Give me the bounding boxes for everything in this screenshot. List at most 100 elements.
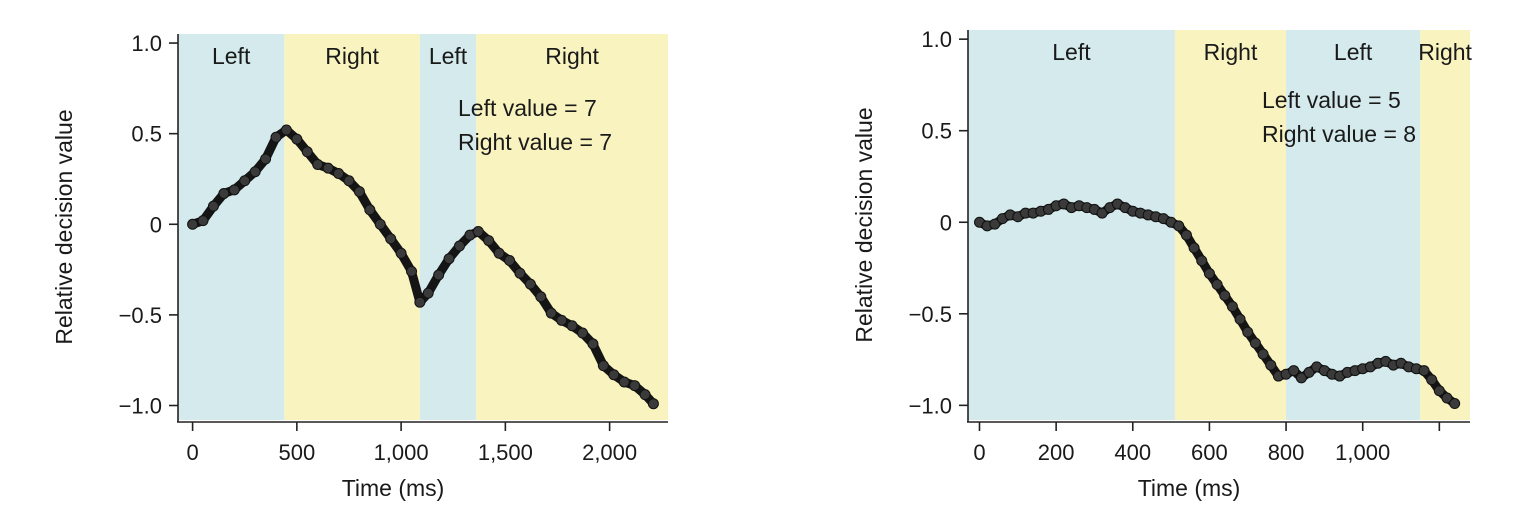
data-point bbox=[587, 338, 599, 350]
x-tick-label: 0 bbox=[186, 440, 198, 465]
data-point bbox=[1449, 398, 1461, 410]
region-label: Left bbox=[212, 43, 251, 69]
y-axis-label: Relative decision value bbox=[51, 109, 77, 344]
data-point bbox=[1180, 229, 1192, 241]
data-point bbox=[197, 215, 209, 227]
right-value-annotation: Right value = 7 bbox=[458, 129, 612, 155]
data-point bbox=[545, 307, 557, 319]
left-value-annotation: Left value = 5 bbox=[1262, 87, 1401, 113]
data-point bbox=[443, 253, 455, 265]
data-point bbox=[1226, 300, 1238, 312]
region-left bbox=[419, 34, 477, 420]
right-value-annotation: Right value = 8 bbox=[1262, 121, 1416, 147]
decision-trace bbox=[188, 125, 658, 409]
region-label: Right bbox=[325, 43, 379, 69]
data-point bbox=[1249, 337, 1261, 349]
data-point bbox=[260, 153, 272, 165]
chart-left-5-right-8: Left Right Left Right 1.0 0.5 0 −0.5 −1.0 0 200 400… bbox=[851, 27, 1473, 501]
data-point bbox=[483, 235, 495, 247]
data-point bbox=[1196, 255, 1208, 267]
y-tick-label: 1.0 bbox=[131, 31, 162, 56]
data-point bbox=[1433, 385, 1445, 397]
data-point bbox=[1219, 289, 1231, 301]
data-point bbox=[1096, 207, 1108, 219]
y-tick-label: −1.0 bbox=[119, 394, 162, 419]
region-label: Right bbox=[1204, 39, 1258, 65]
data-point bbox=[453, 240, 465, 252]
data-point bbox=[422, 287, 434, 299]
data-point bbox=[629, 380, 641, 392]
chart-left-7-right-7: Left Right Left Right 1.0 0.5 0 −0.5 −1.0 0 500 1,0… bbox=[51, 31, 668, 501]
data-point bbox=[1426, 374, 1438, 386]
data-point bbox=[1265, 359, 1277, 371]
data-point bbox=[504, 255, 516, 267]
data-point bbox=[514, 267, 526, 279]
data-point bbox=[618, 376, 630, 388]
data-point bbox=[333, 168, 345, 180]
data-point bbox=[493, 247, 505, 259]
region-label: Right bbox=[1418, 39, 1472, 65]
data-point bbox=[291, 133, 303, 145]
x-tick-label: 200 bbox=[1038, 440, 1075, 465]
data-point bbox=[249, 166, 261, 178]
x-tick-label: 0 bbox=[973, 440, 985, 465]
x-tick-label: 1,000 bbox=[374, 440, 429, 465]
region-label: Left bbox=[429, 43, 468, 69]
data-point bbox=[187, 218, 199, 230]
data-point bbox=[608, 369, 620, 381]
data-point bbox=[566, 320, 578, 332]
data-point bbox=[1418, 365, 1430, 377]
data-point bbox=[639, 389, 651, 401]
x-tick-label: 800 bbox=[1268, 440, 1305, 465]
data-point bbox=[322, 162, 334, 174]
data-point bbox=[301, 146, 313, 158]
data-point bbox=[414, 296, 426, 308]
data-point bbox=[374, 218, 386, 230]
data-point bbox=[647, 398, 659, 410]
region-right bbox=[476, 34, 668, 420]
y-tick-label: −0.5 bbox=[119, 303, 162, 328]
data-point bbox=[556, 314, 568, 326]
region-label: Left bbox=[1052, 39, 1091, 65]
data-point bbox=[385, 233, 397, 245]
data-point bbox=[406, 265, 418, 277]
y-tick-label: 0.5 bbox=[131, 122, 162, 147]
y-tick-label: 0 bbox=[150, 212, 162, 237]
data-point bbox=[1303, 366, 1315, 378]
data-point bbox=[1257, 348, 1269, 360]
data-point bbox=[1295, 372, 1307, 384]
x-axis-label: Time (ms) bbox=[1138, 475, 1241, 501]
x-tick-label: 600 bbox=[1191, 440, 1228, 465]
data-point bbox=[1234, 313, 1246, 325]
x-tick-label: 500 bbox=[278, 440, 315, 465]
data-point bbox=[1441, 392, 1453, 404]
y-axis-label: Relative decision value bbox=[851, 107, 877, 342]
data-point bbox=[353, 186, 365, 198]
data-point bbox=[1188, 242, 1200, 254]
data-point bbox=[207, 200, 219, 212]
data-point bbox=[524, 278, 536, 290]
y-tick-label: 0.5 bbox=[921, 119, 952, 144]
data-point bbox=[1173, 220, 1185, 232]
data-point bbox=[597, 360, 609, 372]
data-point bbox=[280, 124, 292, 136]
data-point bbox=[1242, 326, 1254, 338]
x-tick-label: 2,000 bbox=[582, 440, 637, 465]
data-point bbox=[535, 291, 547, 303]
data-point bbox=[343, 175, 355, 187]
x-tick-label: 400 bbox=[1114, 440, 1151, 465]
data-point bbox=[270, 131, 282, 143]
y-tick-label: −0.5 bbox=[909, 302, 952, 327]
x-axis-label: Time (ms) bbox=[342, 475, 445, 501]
region-label: Right bbox=[545, 43, 599, 69]
data-point bbox=[395, 247, 407, 259]
data-point bbox=[989, 218, 1001, 230]
left-value-annotation: Left value = 7 bbox=[458, 95, 597, 121]
data-point bbox=[364, 204, 376, 216]
data-point bbox=[433, 269, 445, 281]
region-left bbox=[968, 30, 1175, 420]
data-point bbox=[1288, 365, 1300, 377]
data-point bbox=[577, 327, 589, 339]
y-tick-label: −1.0 bbox=[909, 393, 952, 418]
